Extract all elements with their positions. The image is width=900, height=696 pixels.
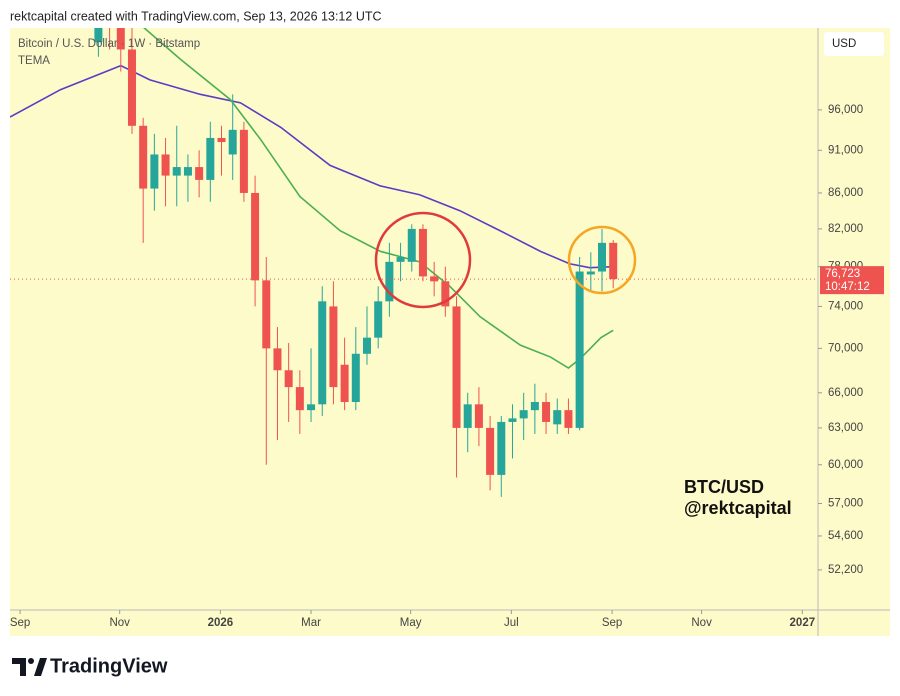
candle-body <box>374 301 383 338</box>
candle-body <box>318 301 327 405</box>
candle-body <box>598 242 607 272</box>
highlight-circle <box>374 211 472 309</box>
candle-body <box>262 280 271 349</box>
candle-body <box>396 257 405 262</box>
x-tick-label: 2027 <box>790 617 816 629</box>
candle-body <box>519 410 528 419</box>
annotation: BTC/USD <box>684 477 764 497</box>
indicator-label: TEMA <box>18 55 50 67</box>
x-tick-label: Nov <box>109 617 130 629</box>
y-tick-label: 82,000 <box>828 223 863 235</box>
candle-body <box>418 228 427 277</box>
y-tick-label: 63,000 <box>828 422 863 434</box>
candle-body <box>586 271 595 275</box>
candle-body <box>452 306 461 428</box>
candle-body <box>239 129 248 193</box>
candle-body <box>150 154 159 189</box>
highlight-circle <box>567 225 637 295</box>
y-tick-label: 70,000 <box>828 342 863 354</box>
y-tick-label: 91,000 <box>828 144 863 156</box>
annotation: @rektcapital <box>684 498 792 518</box>
candle-body <box>139 125 148 189</box>
candle-body <box>217 137 226 143</box>
candle-body <box>127 49 136 126</box>
candle-body <box>508 418 517 422</box>
y-tick-label: 54,600 <box>828 530 863 542</box>
candle-body <box>351 353 360 403</box>
y-tick-label: 66,000 <box>828 387 863 399</box>
candle-body <box>542 402 551 422</box>
y-tick-label: 60,000 <box>828 459 863 471</box>
candle-body <box>564 410 573 428</box>
y-tick-label: 74,000 <box>828 300 863 312</box>
candle-body <box>228 129 237 155</box>
candle-body <box>206 137 215 180</box>
candle-body <box>251 192 260 281</box>
candle-body <box>530 402 539 411</box>
candle-body <box>307 404 316 411</box>
candle-body <box>609 242 618 280</box>
candle-body <box>161 154 170 176</box>
countdown: 10:47:12 <box>825 281 870 293</box>
last-price-box <box>820 266 884 295</box>
chart-background <box>10 28 890 636</box>
y-tick-label: 57,000 <box>828 498 863 510</box>
candle-body <box>385 261 394 302</box>
y-tick-label: 96,000 <box>828 104 863 116</box>
candle-body <box>474 404 483 428</box>
x-tick-label: Jul <box>504 617 519 629</box>
candle-body <box>195 167 204 180</box>
candle-body <box>284 370 293 388</box>
x-tick-label: May <box>400 617 422 629</box>
header: rektcapital created with TradingView.com… <box>10 9 382 23</box>
candle-body <box>463 404 472 428</box>
candle-body <box>575 271 584 428</box>
last-price-label: 76,723 <box>825 268 860 280</box>
x-tick-label: 2026 <box>208 617 234 629</box>
candle-body <box>407 228 416 262</box>
candle-body <box>340 364 349 403</box>
candle-body <box>362 337 371 354</box>
tv-logo-icon <box>12 658 47 676</box>
currency[interactable]: USD <box>832 38 856 50</box>
currency-box[interactable] <box>824 32 884 56</box>
candle-body <box>295 387 304 411</box>
candle-body <box>183 167 192 176</box>
candle-body <box>441 281 450 307</box>
candle-body <box>94 28 103 43</box>
x-tick-label: Mar <box>301 617 321 629</box>
x-tick-label: Nov <box>691 617 712 629</box>
candle-body <box>116 28 125 50</box>
x-tick-label: Sep <box>602 617 622 629</box>
plot <box>10 28 818 497</box>
y-tick-label: 86,000 <box>828 187 863 199</box>
candle-body <box>273 348 282 371</box>
chart-title: Bitcoin / U.S. Dollar · 1W · Bitstamp <box>18 38 200 50</box>
x-tick-label: Sep <box>10 617 30 629</box>
footer-logo: TradingView <box>50 655 168 677</box>
candle-body <box>553 410 562 425</box>
indicator-line <box>143 28 614 370</box>
candle-body <box>497 421 506 475</box>
y-tick-label: 52,200 <box>828 564 863 576</box>
candle-body <box>172 167 181 176</box>
candle-body <box>329 306 338 388</box>
candle-body <box>486 427 495 475</box>
